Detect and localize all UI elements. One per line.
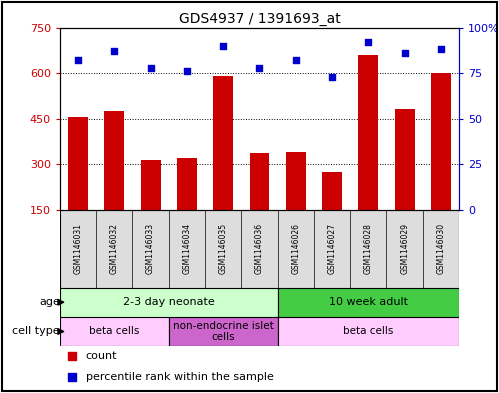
Text: beta cells: beta cells <box>89 327 140 336</box>
Bar <box>169 317 277 346</box>
Text: 10 week adult: 10 week adult <box>329 297 408 307</box>
Point <box>68 374 76 380</box>
Title: GDS4937 / 1391693_at: GDS4937 / 1391693_at <box>179 13 340 26</box>
Point <box>219 42 227 49</box>
Text: GSM1146030: GSM1146030 <box>437 223 446 274</box>
Text: GSM1146032: GSM1146032 <box>110 223 119 274</box>
Point <box>328 73 336 80</box>
Bar <box>213 76 233 209</box>
Bar <box>358 55 378 209</box>
Point <box>183 68 191 74</box>
Text: GSM1146028: GSM1146028 <box>364 223 373 274</box>
Bar <box>68 117 88 209</box>
Bar <box>431 73 451 209</box>
Text: count: count <box>86 351 117 361</box>
Bar <box>395 109 415 209</box>
Text: GSM1146035: GSM1146035 <box>219 223 228 274</box>
Bar <box>286 152 306 209</box>
Text: GSM1146029: GSM1146029 <box>400 223 409 274</box>
Text: beta cells: beta cells <box>343 327 394 336</box>
Text: cell type: cell type <box>12 327 60 336</box>
Bar <box>177 158 197 209</box>
Point <box>364 39 372 45</box>
Point <box>437 46 445 53</box>
Bar <box>60 317 169 346</box>
Point <box>292 57 300 63</box>
Bar <box>277 288 459 317</box>
Bar <box>250 153 269 209</box>
Text: GSM1146031: GSM1146031 <box>73 223 82 274</box>
Bar <box>60 288 277 317</box>
Text: GSM1146036: GSM1146036 <box>255 223 264 274</box>
Text: percentile rank within the sample: percentile rank within the sample <box>86 372 274 382</box>
Bar <box>104 111 124 209</box>
Bar <box>322 172 342 209</box>
Point <box>110 48 118 54</box>
Text: non-endocrine islet
cells: non-endocrine islet cells <box>173 321 273 342</box>
Point <box>68 353 76 359</box>
Text: age: age <box>39 297 60 307</box>
Point <box>74 57 82 63</box>
Bar <box>277 317 459 346</box>
Point <box>255 64 263 71</box>
Text: GSM1146026: GSM1146026 <box>291 223 300 274</box>
Point <box>401 50 409 56</box>
Text: GSM1146027: GSM1146027 <box>327 223 336 274</box>
Bar <box>141 160 161 209</box>
Text: GSM1146034: GSM1146034 <box>183 223 192 274</box>
Point <box>147 64 155 71</box>
Text: GSM1146033: GSM1146033 <box>146 223 155 274</box>
Text: 2-3 day neonate: 2-3 day neonate <box>123 297 215 307</box>
